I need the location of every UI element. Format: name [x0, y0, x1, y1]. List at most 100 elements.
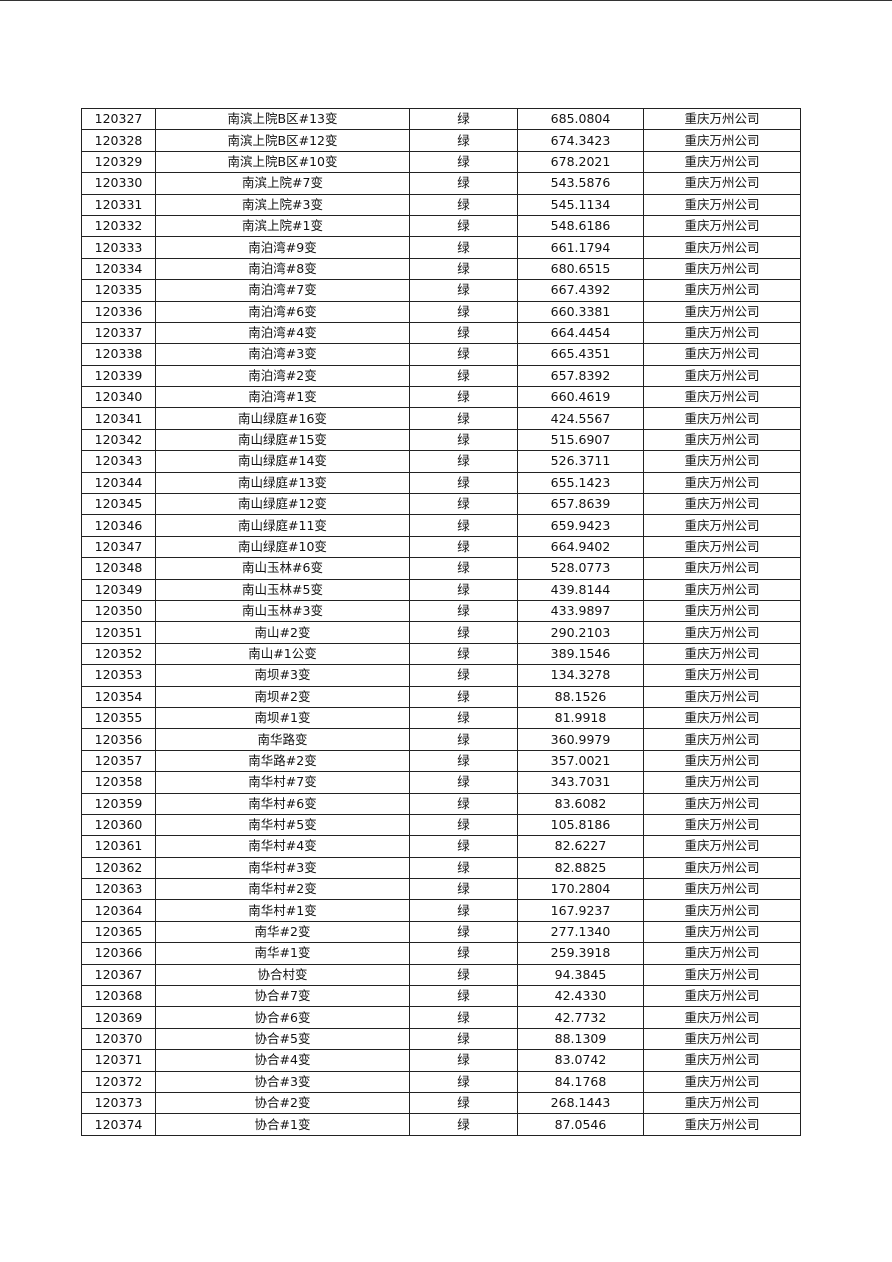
cell-color-code: 绿	[409, 792, 518, 815]
cell-company: 重庆万州公司	[643, 300, 801, 323]
cell-company: 重庆万州公司	[643, 642, 801, 666]
cell-color-code: 绿	[409, 835, 518, 858]
cell-value: 657.8392	[517, 364, 644, 388]
table-row: 120348 南山玉林#6变绿 528.0773 重庆万州公司	[81, 557, 801, 580]
cell-company: 重庆万州公司	[643, 129, 801, 152]
cell-company: 重庆万州公司	[643, 749, 801, 773]
cell-company: 重庆万州公司	[643, 685, 801, 708]
table-row: 120341 南山绿庭#16变绿 424.5567 重庆万州公司	[81, 407, 801, 430]
cell-value: 42.4330	[517, 985, 644, 1008]
cell-id: 120342	[81, 428, 156, 452]
cell-company: 重庆万州公司	[643, 172, 801, 195]
cell-id: 120360	[81, 813, 156, 837]
cell-name: 南华村#5变	[155, 813, 410, 837]
cell-color-code: 绿	[409, 899, 518, 922]
cell-value: 548.6186	[517, 214, 644, 238]
cell-company: 重庆万州公司	[643, 771, 801, 794]
cell-name: 南华路变	[155, 728, 410, 751]
cell-color-code: 绿	[409, 706, 518, 730]
cell-id: 120329	[81, 150, 156, 174]
table-row: 120357 南华路#2变绿 357.0021 重庆万州公司	[81, 749, 801, 773]
table-row: 120327 南滨上院B区#13变绿 685.0804 重庆万州公司	[81, 107, 801, 131]
cell-color-code: 绿	[409, 920, 518, 944]
table-row: 120347 南山绿庭#10变绿 664.9402 重庆万州公司	[81, 535, 801, 559]
cell-value: 105.8186	[517, 813, 644, 837]
table-row: 120340 南泊湾#1变绿 660.4619 重庆万州公司	[81, 386, 801, 409]
cell-id: 120349	[81, 578, 156, 601]
table-row: 120360 南华村#5变绿 105.8186 重庆万州公司	[81, 813, 801, 837]
cell-value: 268.1443	[517, 1091, 644, 1115]
cell-color-code: 绿	[409, 642, 518, 666]
cell-id: 120331	[81, 193, 156, 216]
cell-id: 120370	[81, 1027, 156, 1051]
cell-id: 120372	[81, 1070, 156, 1093]
cell-value: 664.4454	[517, 321, 644, 345]
cell-name: 南华村#3变	[155, 856, 410, 880]
cell-color-code: 绿	[409, 107, 518, 131]
cell-company: 重庆万州公司	[643, 878, 801, 901]
table-row: 120372 协合#3变绿 84.1768 重庆万州公司	[81, 1070, 801, 1093]
cell-id: 120328	[81, 129, 156, 152]
cell-company: 重庆万州公司	[643, 557, 801, 580]
cell-name: 南滨上院#1变	[155, 214, 410, 238]
cell-value: 424.5567	[517, 407, 644, 430]
cell-company: 重庆万州公司	[643, 450, 801, 473]
cell-id: 120371	[81, 1049, 156, 1072]
cell-company: 重庆万州公司	[643, 107, 801, 131]
cell-name: 南泊湾#4变	[155, 321, 410, 345]
cell-color-code: 绿	[409, 343, 518, 366]
cell-company: 重庆万州公司	[643, 792, 801, 815]
cell-value: 134.3278	[517, 664, 644, 687]
cell-name: 南山绿庭#13变	[155, 471, 410, 495]
cell-color-code: 绿	[409, 535, 518, 559]
cell-id: 120355	[81, 706, 156, 730]
cell-company: 重庆万州公司	[643, 1006, 801, 1029]
cell-color-code: 绿	[409, 300, 518, 323]
cell-company: 重庆万州公司	[643, 899, 801, 922]
cell-company: 重庆万州公司	[643, 664, 801, 687]
table-row: 120343 南山绿庭#14变绿 526.3711 重庆万州公司	[81, 450, 801, 473]
cell-name: 南山绿庭#16变	[155, 407, 410, 430]
cell-value: 88.1309	[517, 1027, 644, 1051]
cell-company: 重庆万州公司	[643, 942, 801, 965]
table-row: 120371 协合#4变绿 83.0742 重庆万州公司	[81, 1049, 801, 1072]
cell-id: 120364	[81, 899, 156, 922]
cell-id: 120353	[81, 664, 156, 687]
cell-name: 南山玉林#5变	[155, 578, 410, 601]
cell-company: 重庆万州公司	[643, 514, 801, 537]
table-row: 120355 南坝#1变绿 81.9918 重庆万州公司	[81, 706, 801, 730]
cell-name: 南山绿庭#10变	[155, 535, 410, 559]
cell-value: 360.9979	[517, 728, 644, 751]
cell-company: 重庆万州公司	[643, 1070, 801, 1093]
cell-name: 南山#2变	[155, 621, 410, 644]
cell-id: 120373	[81, 1091, 156, 1115]
cell-color-code: 绿	[409, 856, 518, 880]
cell-color-code: 绿	[409, 728, 518, 751]
cell-id: 120352	[81, 642, 156, 666]
cell-id: 120354	[81, 685, 156, 708]
cell-value: 660.4619	[517, 386, 644, 409]
cell-color-code: 绿	[409, 257, 518, 281]
table-row: 120369 协合#6变绿 42.7732 重庆万州公司	[81, 1006, 801, 1029]
cell-value: 42.7732	[517, 1006, 644, 1029]
cell-company: 重庆万州公司	[643, 1091, 801, 1115]
cell-id: 120368	[81, 985, 156, 1008]
cell-value: 667.4392	[517, 279, 644, 302]
cell-value: 526.3711	[517, 450, 644, 473]
table-row: 120373 协合#2变绿 268.1443 重庆万州公司	[81, 1091, 801, 1115]
table-row: 120352 南山#1公变绿 389.1546 重庆万州公司	[81, 642, 801, 666]
cell-name: 协合村变	[155, 963, 410, 987]
cell-name: 协合#6变	[155, 1006, 410, 1029]
cell-name: 南华村#6变	[155, 792, 410, 815]
cell-value: 87.0546	[517, 1113, 644, 1136]
cell-color-code: 绿	[409, 1049, 518, 1072]
cell-value: 680.6515	[517, 257, 644, 281]
table-row: 120334 南泊湾#8变绿 680.6515 重庆万州公司	[81, 257, 801, 281]
cell-value: 685.0804	[517, 107, 644, 131]
cell-company: 重庆万州公司	[643, 493, 801, 516]
cell-value: 528.0773	[517, 557, 644, 580]
cell-color-code: 绿	[409, 985, 518, 1008]
cell-company: 重庆万州公司	[643, 386, 801, 409]
cell-id: 120343	[81, 450, 156, 473]
cell-name: 南泊湾#9变	[155, 236, 410, 259]
